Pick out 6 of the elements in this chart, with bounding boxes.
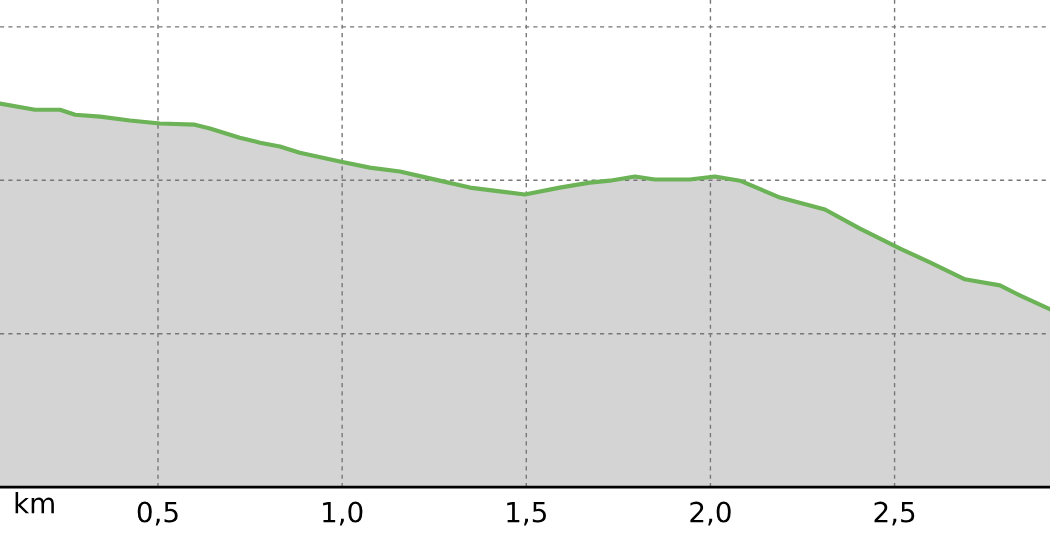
x-tick-label: 0,5 — [137, 501, 178, 526]
x-tick-label: 1,5 — [507, 501, 546, 526]
x-axis-title: km — [15, 492, 54, 514]
x-tick-label: 2,0 — [690, 501, 731, 526]
x-tick-label: 2,5 — [874, 501, 915, 526]
x-tick-label: 1,0 — [323, 501, 363, 526]
